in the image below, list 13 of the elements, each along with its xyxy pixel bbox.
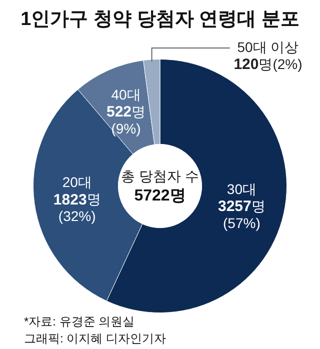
- text: *자료: 유경준 의원실: [24, 314, 135, 328]
- slice-label: 40대: [111, 86, 141, 102]
- data-label: 3257명 (57%): [218, 198, 266, 231]
- text: 5722명: [134, 187, 186, 204]
- slice-label: 30대: [226, 180, 256, 197]
- text: 그래픽: 이지혜 디자인기자: [24, 331, 166, 346]
- slice-label: 20대: [62, 174, 92, 190]
- data-label: 120명(2%): [234, 56, 302, 74]
- data-label: 522명 (9%): [106, 103, 146, 136]
- chart-title: 1인가구 청약 당첨자 연령대 분포: [20, 9, 300, 30]
- slice-label: 50대 이상: [237, 38, 299, 55]
- text: 총 당첨자 수: [121, 168, 199, 184]
- data-label: 1823명 (32%): [53, 191, 101, 224]
